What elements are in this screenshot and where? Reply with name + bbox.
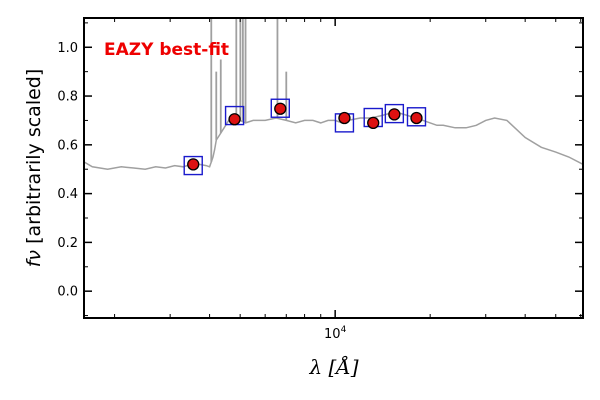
- y-tick-label: 0.0: [57, 285, 78, 300]
- y-tick-label: 1.0: [57, 41, 78, 56]
- y-axis-label: fν [arbitrarily scaled]: [23, 69, 45, 268]
- y-tick-label: 0.8: [57, 90, 78, 105]
- plot-area: [84, 18, 583, 176]
- x-axis-label: λ [Å]: [308, 354, 358, 379]
- observed-point: [388, 108, 401, 121]
- observed-point: [228, 113, 241, 126]
- x-tick-label: 104: [324, 325, 347, 342]
- y-tick-label: 0.2: [57, 236, 78, 251]
- model-photometry-box: [406, 107, 427, 127]
- y-tick-label: 0.6: [57, 138, 78, 153]
- observed-point: [410, 111, 423, 125]
- model-sed-line: [84, 112, 583, 170]
- model-photometry-box: [270, 98, 290, 118]
- annotation-label: EAZY best-fit: [104, 40, 229, 60]
- model-photometry-box: [384, 103, 405, 124]
- plot-frame: [83, 17, 584, 319]
- axis-ticks: 0.0 0.2 0.4 0.6 0.8 1.0 104: [57, 18, 583, 342]
- observed-point: [187, 158, 200, 171]
- y-tick-label: 0.4: [57, 187, 78, 202]
- observed-point: [338, 111, 351, 125]
- observed-point: [367, 116, 380, 130]
- observed-point: [274, 102, 287, 115]
- model-photometry-box: [183, 155, 203, 176]
